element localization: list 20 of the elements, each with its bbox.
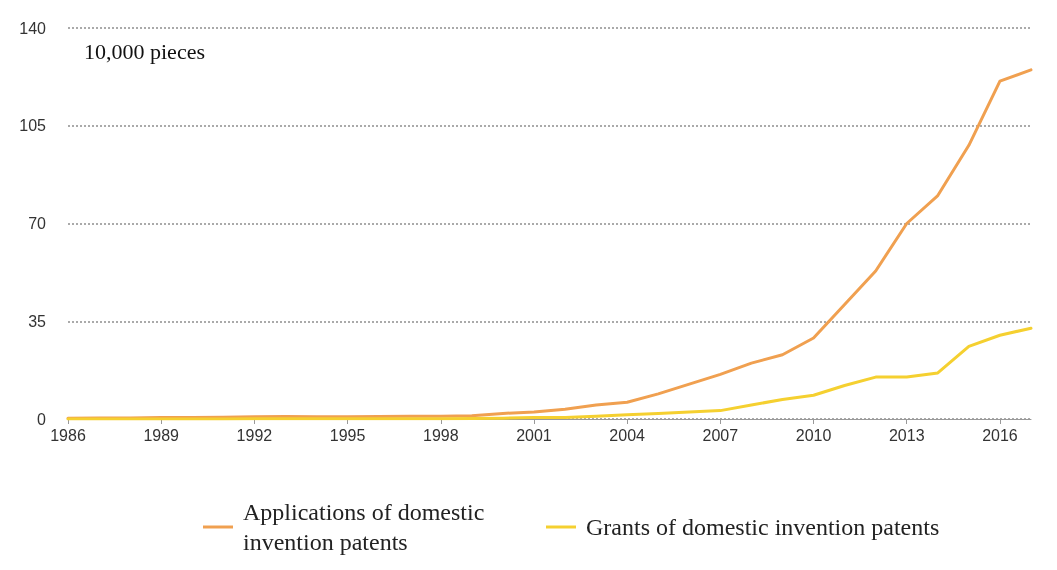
y-tick-label: 105 bbox=[19, 117, 47, 135]
x-tick-label: 2004 bbox=[609, 426, 646, 444]
y-axis-title: 10,000 pieces bbox=[84, 38, 205, 64]
y-tick-label: 35 bbox=[28, 312, 47, 330]
x-tick-label: 1995 bbox=[329, 426, 366, 444]
x-tick-label: 1986 bbox=[50, 426, 86, 444]
x-tick-label: 2010 bbox=[795, 426, 832, 444]
y-tick-label: 140 bbox=[19, 19, 47, 37]
x-tick-label: 2007 bbox=[702, 426, 739, 444]
x-tick-label: 1998 bbox=[422, 426, 459, 444]
x-tick-label: 2016 bbox=[982, 426, 1018, 444]
legend-label: Applications of domestic invention patents bbox=[243, 499, 491, 555]
y-tick-label: 70 bbox=[28, 215, 47, 232]
x-tick-label: 2013 bbox=[888, 426, 925, 444]
legend-label: Grants of domestic invention patents bbox=[586, 514, 940, 540]
y-tick-label: 0 bbox=[37, 410, 47, 428]
x-tick-label: 2001 bbox=[516, 426, 552, 444]
line-series bbox=[66, 326, 1033, 421]
x-tick-label: 1989 bbox=[143, 426, 180, 444]
x-tick-label: 1992 bbox=[236, 426, 273, 444]
